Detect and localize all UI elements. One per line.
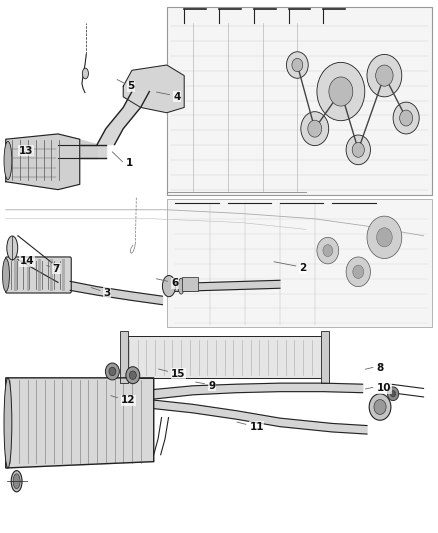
Polygon shape (154, 400, 367, 434)
Polygon shape (70, 281, 162, 305)
FancyBboxPatch shape (167, 7, 432, 195)
Circle shape (377, 228, 392, 247)
FancyBboxPatch shape (6, 257, 71, 293)
Circle shape (308, 120, 322, 137)
Circle shape (352, 142, 364, 157)
Circle shape (286, 52, 308, 78)
FancyBboxPatch shape (50, 259, 53, 292)
Circle shape (317, 237, 339, 264)
Polygon shape (58, 134, 97, 158)
Circle shape (329, 77, 353, 106)
Circle shape (374, 400, 386, 415)
FancyBboxPatch shape (167, 199, 432, 327)
Text: 5: 5 (127, 81, 135, 91)
FancyBboxPatch shape (14, 259, 17, 292)
Ellipse shape (4, 141, 12, 180)
Circle shape (346, 135, 371, 165)
FancyBboxPatch shape (39, 259, 41, 292)
Polygon shape (28, 144, 106, 158)
Polygon shape (176, 280, 280, 292)
FancyBboxPatch shape (125, 336, 323, 378)
Ellipse shape (4, 378, 12, 468)
Circle shape (388, 387, 399, 401)
Circle shape (109, 367, 116, 376)
Circle shape (301, 112, 328, 146)
FancyBboxPatch shape (62, 259, 65, 292)
FancyBboxPatch shape (321, 331, 328, 383)
FancyBboxPatch shape (182, 277, 198, 291)
Text: 11: 11 (250, 422, 264, 432)
Circle shape (367, 216, 402, 259)
Circle shape (292, 59, 303, 71)
Text: 2: 2 (300, 263, 307, 273)
Polygon shape (6, 378, 154, 468)
Ellipse shape (11, 471, 22, 492)
Circle shape (391, 391, 396, 397)
Circle shape (126, 367, 140, 384)
Polygon shape (154, 383, 363, 399)
Circle shape (317, 62, 365, 120)
FancyBboxPatch shape (27, 259, 29, 292)
Ellipse shape (3, 259, 10, 292)
Circle shape (399, 110, 413, 126)
Circle shape (376, 65, 393, 86)
Ellipse shape (162, 276, 176, 297)
Ellipse shape (13, 474, 20, 489)
Ellipse shape (178, 278, 184, 294)
Polygon shape (6, 134, 80, 190)
Text: 3: 3 (104, 288, 111, 298)
Text: 9: 9 (208, 381, 215, 391)
Polygon shape (97, 92, 149, 144)
Circle shape (393, 102, 419, 134)
Ellipse shape (82, 68, 88, 79)
Circle shape (323, 245, 333, 256)
Text: 15: 15 (171, 369, 186, 378)
Text: 10: 10 (377, 383, 391, 393)
Text: 12: 12 (121, 395, 136, 405)
Text: 13: 13 (19, 146, 33, 156)
Circle shape (353, 265, 364, 278)
Circle shape (106, 363, 119, 380)
FancyBboxPatch shape (120, 331, 128, 383)
Text: 8: 8 (377, 364, 384, 373)
Text: 7: 7 (53, 264, 60, 273)
Text: 14: 14 (20, 256, 34, 266)
Text: 6: 6 (171, 278, 178, 288)
Polygon shape (123, 65, 184, 113)
Text: 1: 1 (125, 158, 133, 168)
Circle shape (369, 394, 391, 420)
Circle shape (367, 54, 402, 97)
Text: 4: 4 (173, 92, 181, 102)
Circle shape (129, 371, 136, 379)
Ellipse shape (7, 236, 18, 260)
Circle shape (346, 257, 371, 287)
